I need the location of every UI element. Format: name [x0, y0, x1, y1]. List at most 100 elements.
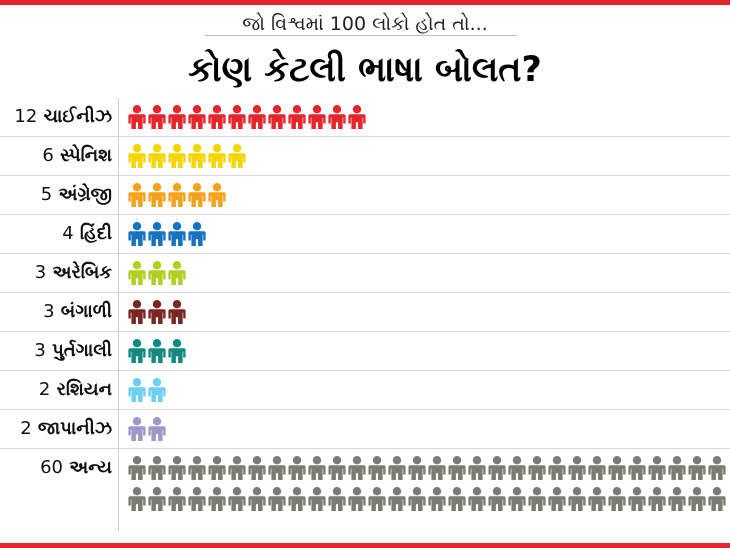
person-icon [188, 222, 206, 246]
row-divider [0, 136, 730, 137]
language-count: 60 [40, 457, 63, 478]
person-icon [128, 105, 146, 129]
person-icon [148, 183, 166, 207]
chart-subtitle: જો વિશ્વમાં 100 લોકો હોત તો... [242, 13, 488, 35]
person-icon [348, 487, 366, 511]
person-icon [128, 222, 146, 246]
person-icon [168, 456, 186, 480]
person-icon [148, 456, 166, 480]
person-icon [268, 456, 286, 480]
language-row: 2 જાપાનીઝ [0, 410, 730, 449]
row-divider [0, 253, 730, 254]
language-count: 3 [43, 301, 55, 322]
person-icon [148, 222, 166, 246]
language-count: 5 [40, 184, 53, 205]
row-divider [0, 370, 730, 371]
person-icon [188, 487, 206, 511]
label-divider [118, 98, 119, 531]
person-icon [168, 183, 186, 207]
language-row: 3 બંગાળી [0, 293, 730, 332]
language-label: 2 જાપાનીઝ [0, 418, 112, 439]
top-accent-bar [0, 0, 730, 5]
person-icon [228, 487, 246, 511]
language-row: 12 ચાઈનીઝ [0, 98, 730, 137]
language-count: 2 [20, 418, 32, 439]
person-icon [288, 487, 306, 511]
person-icon [648, 456, 666, 480]
language-label: 60 અન્ય [0, 457, 112, 478]
person-icon [368, 456, 386, 480]
person-icon-group [128, 176, 728, 215]
person-icon [308, 456, 326, 480]
person-icon [368, 487, 386, 511]
person-icon-group [128, 254, 728, 293]
person-icon [608, 487, 626, 511]
language-label: 6 સ્પેનિશ [0, 145, 112, 166]
person-icon [208, 183, 226, 207]
person-icon [568, 456, 586, 480]
language-row: 60 અન્ય [0, 449, 730, 531]
row-divider [0, 448, 730, 449]
row-divider [0, 292, 730, 293]
language-label: 12 ચાઈનીઝ [0, 106, 112, 127]
person-icon-group [128, 215, 728, 254]
person-icon [428, 487, 446, 511]
person-icon [328, 105, 346, 129]
person-icon [128, 183, 146, 207]
person-icon [148, 487, 166, 511]
person-icon [128, 300, 146, 324]
person-icon [348, 456, 366, 480]
row-divider [0, 175, 730, 176]
language-label: 3 પુર્તગાલી [0, 340, 112, 361]
person-icon [628, 456, 646, 480]
person-icon-group [128, 449, 728, 531]
person-icon [488, 487, 506, 511]
person-icon-group [128, 332, 728, 371]
language-row: 5 અંગ્રેજી [0, 176, 730, 215]
person-icon [328, 456, 346, 480]
person-icon-group [128, 98, 728, 137]
row-divider [0, 331, 730, 332]
person-icon [168, 339, 186, 363]
row-divider [0, 214, 730, 215]
person-icon [688, 487, 706, 511]
person-icon [148, 144, 166, 168]
person-icon [208, 487, 226, 511]
person-icon [388, 456, 406, 480]
person-icon [128, 487, 146, 511]
bottom-accent-bar [0, 543, 730, 548]
person-icon [548, 456, 566, 480]
row-divider [0, 409, 730, 410]
language-row: 6 સ્પેનિશ [0, 137, 730, 176]
person-icon [508, 487, 526, 511]
person-icon [388, 487, 406, 511]
person-icon [648, 487, 666, 511]
person-icon [548, 487, 566, 511]
language-count: 6 [42, 145, 54, 166]
person-icon [488, 456, 506, 480]
person-icon [248, 487, 266, 511]
person-icon [528, 487, 546, 511]
person-icon-group [128, 293, 728, 332]
subtitle-divider [205, 35, 517, 36]
person-icon [228, 456, 246, 480]
person-icon [428, 456, 446, 480]
person-icon [288, 105, 306, 129]
person-icon [468, 456, 486, 480]
language-row: 3 પુર્તગાલી [0, 332, 730, 371]
person-icon [168, 300, 186, 324]
person-icon [128, 378, 146, 402]
person-icon [708, 487, 726, 511]
chart-title: કોણ કેટલી ભાષા બોલત? [188, 50, 542, 90]
person-icon [148, 378, 166, 402]
language-name: હિંદી [79, 223, 112, 244]
person-icon [188, 456, 206, 480]
person-icon [308, 105, 326, 129]
person-icon [188, 183, 206, 207]
person-icon [148, 105, 166, 129]
language-name: અંગ્રેજી [58, 184, 112, 205]
person-icon [448, 456, 466, 480]
person-icon [208, 456, 226, 480]
language-count: 2 [38, 379, 51, 400]
language-name: સ્પેનિશ [60, 145, 112, 166]
